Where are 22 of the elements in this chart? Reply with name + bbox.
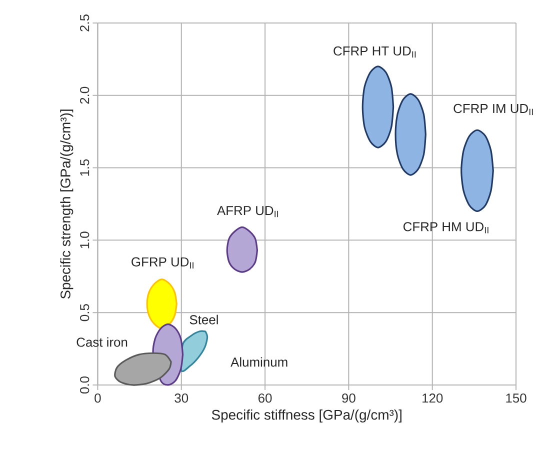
y-axis-title: Specific strength [GPa/(g/cm³)] [60, 110, 74, 299]
series-label: Cast iron [76, 337, 128, 347]
series-label: AFRP UD$_{II}$ [217, 206, 278, 218]
x-tick-label: 150 [506, 394, 526, 403]
y-tick-label: 1.0 [80, 232, 90, 248]
y-tick-label: 0.0 [80, 376, 90, 394]
series-label: GFRP UD$_{II}$ [132, 257, 194, 268]
x-tick-label: 0 [94, 394, 101, 403]
x-tick-label: 120 [422, 394, 443, 403]
y-tick-label: 2.0 [80, 86, 90, 104]
y-tick-label: 2.5 [80, 14, 90, 32]
series-label: Steel [190, 314, 218, 324]
x-tick-label: 90 [342, 394, 356, 403]
x-tick-label: 30 [174, 394, 188, 403]
text: Aluminum [230, 357, 288, 367]
series-label: CFRP HM UD$_{II}$ [403, 222, 488, 234]
series-label: CFRP HT UD$_{II}$ [334, 46, 416, 58]
text: CFRP IM UD$_{II}$ [454, 104, 533, 116]
y-tick-label: 0.5 [80, 304, 90, 322]
x-tick-label: 60 [258, 394, 272, 403]
y-tick-label: 1.5 [80, 159, 90, 176]
x-axis-title: Specific stiffness [GPa/(g/cm³)] [212, 410, 402, 423]
